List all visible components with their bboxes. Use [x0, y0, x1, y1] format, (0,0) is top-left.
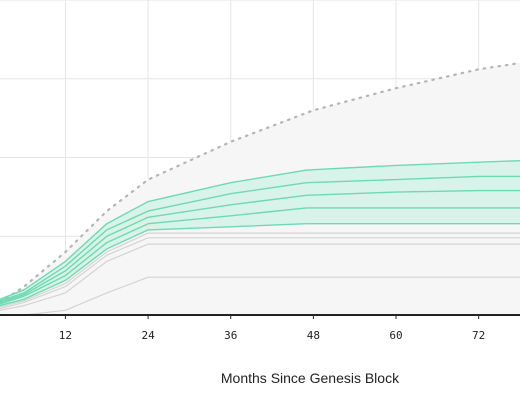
band-area — [0, 160, 520, 306]
band-series-line — [0, 223, 520, 307]
gray-series-line — [0, 237, 520, 310]
x-tick-label: 60 — [389, 329, 402, 342]
band-series-line — [0, 189, 520, 304]
x-tick-label: 12 — [59, 329, 72, 342]
x-axis-title: Months Since Genesis Block — [221, 370, 400, 386]
gray-series-line — [0, 243, 520, 311]
x-ticks: 12 24 36 48 60 72 — [59, 315, 485, 342]
x-tick-label: 72 — [472, 329, 485, 342]
x-tick-label: 24 — [141, 329, 155, 342]
series-lines — [0, 61, 520, 316]
band-series-line — [0, 160, 520, 300]
band-series-line — [0, 207, 520, 305]
x-tick-label: 36 — [224, 329, 237, 342]
x-tick-label: 48 — [307, 329, 320, 342]
gray-series-line — [23, 276, 520, 316]
gray-series-line — [0, 232, 520, 308]
band-series-line — [0, 175, 520, 302]
